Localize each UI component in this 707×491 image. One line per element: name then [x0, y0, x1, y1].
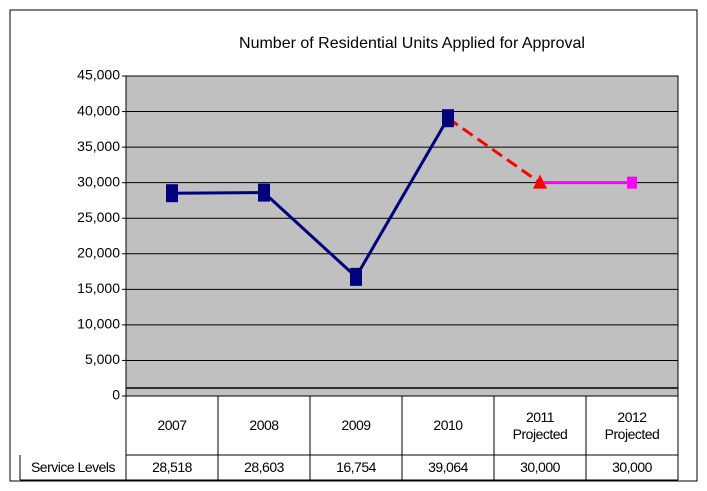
x-tick-label: 2007 [157, 417, 187, 433]
data-label: 28,603 [244, 459, 284, 475]
y-tick-label: 45,000 [77, 67, 120, 83]
x-tick-label: 2009 [341, 417, 371, 433]
marker [627, 176, 637, 189]
data-label: 39,064 [428, 459, 468, 475]
x-tick-label: 2011 Projected [512, 408, 568, 442]
marker [258, 183, 270, 202]
data-label: 30,000 [612, 459, 652, 475]
data-label: 16,754 [336, 459, 376, 475]
chart-title: Number of Residential Units Applied for … [239, 35, 585, 52]
marker [533, 174, 547, 189]
line-segment [171, 191, 265, 195]
y-tick-label: 40,000 [77, 102, 120, 118]
line-segment [354, 117, 450, 278]
line-segment [262, 191, 358, 278]
data-label: 30,000 [520, 459, 560, 475]
line-segment [447, 116, 541, 184]
x-tick-label: 2008 [249, 417, 279, 433]
y-tick-label: 5,000 [85, 351, 120, 367]
chart-border [9, 9, 698, 482]
y-tick-label: 20,000 [77, 244, 120, 260]
y-tick-label: 15,000 [77, 280, 120, 296]
marker [166, 184, 178, 203]
plot-area [125, 75, 679, 397]
y-tick-label: 35,000 [77, 138, 120, 154]
x-tick-label: 2010 [433, 417, 463, 433]
y-tick-label: 0 [112, 387, 120, 403]
x-tick-label: 2012 Projected [604, 408, 660, 442]
legend-label: Service Levels [30, 459, 116, 475]
y-tick-label: 30,000 [77, 173, 120, 189]
data-label: 28,518 [152, 459, 192, 475]
marker [350, 267, 362, 286]
marker [442, 109, 454, 128]
y-tick-label: 10,000 [77, 316, 120, 332]
y-tick-label: 25,000 [77, 209, 120, 225]
